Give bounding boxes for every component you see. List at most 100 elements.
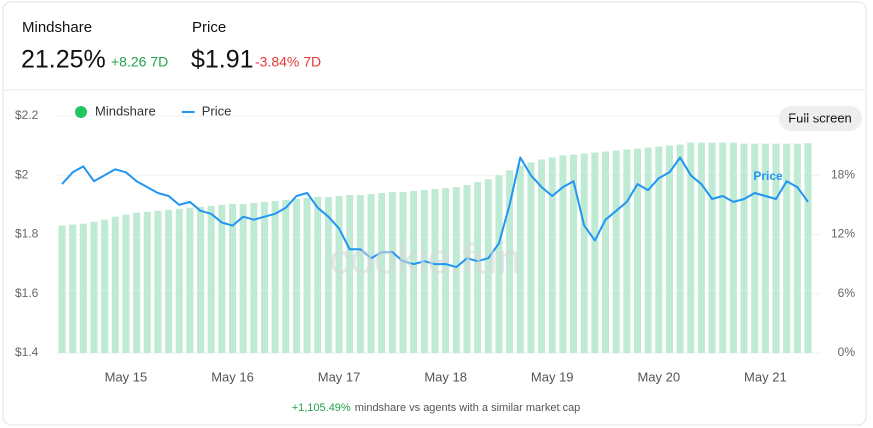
bar xyxy=(410,191,418,353)
line-end-label: Price xyxy=(753,169,783,183)
footer-highlight: +1,105.49% xyxy=(292,402,351,414)
bar xyxy=(399,192,407,353)
watermark: cookie.fun xyxy=(329,235,520,282)
legend-marker xyxy=(75,106,87,118)
price-change: -3.84% 7D xyxy=(255,54,321,70)
bar xyxy=(314,196,322,353)
bar xyxy=(772,143,780,353)
bar xyxy=(442,188,450,353)
x-tick-label: May 15 xyxy=(105,369,148,384)
bar xyxy=(538,159,546,353)
x-tick-label: May 20 xyxy=(637,369,680,384)
price-label: Price xyxy=(192,19,226,36)
bar xyxy=(207,205,215,353)
bar xyxy=(303,197,311,353)
y-tick-label: $2.2 xyxy=(15,108,39,122)
x-tick-label: May 18 xyxy=(424,369,467,384)
x-tick-label: May 19 xyxy=(531,369,574,384)
price-value: $1.91 xyxy=(191,46,254,74)
bar xyxy=(388,192,396,353)
bar xyxy=(335,195,343,353)
bar xyxy=(793,143,801,353)
bar xyxy=(260,201,268,353)
bar xyxy=(570,154,578,353)
bar xyxy=(580,153,588,353)
bar xyxy=(282,199,290,353)
bar xyxy=(154,210,162,353)
bar xyxy=(719,142,727,353)
y-tick-label: $1.6 xyxy=(15,286,39,300)
y2-tick-label: 0% xyxy=(838,345,856,359)
bar xyxy=(79,223,87,353)
bar xyxy=(559,155,567,353)
bar xyxy=(804,143,812,353)
bar xyxy=(495,175,503,353)
bar xyxy=(591,152,599,353)
mindshare-label: Mindshare xyxy=(22,19,92,36)
bar xyxy=(665,145,673,353)
bar xyxy=(623,149,631,353)
bar xyxy=(644,147,652,353)
y2-tick-label: 18% xyxy=(831,167,855,181)
y2-tick-label: 12% xyxy=(831,227,855,241)
mindshare-change: +8.26 7D xyxy=(111,54,168,70)
bar xyxy=(708,142,716,353)
mindshare-value: 21.25% xyxy=(21,46,106,74)
x-tick-label: May 16 xyxy=(211,369,254,384)
bar xyxy=(729,142,737,353)
full-screen-label[interactable]: Full screen xyxy=(788,110,852,125)
footer-note: +1,105.49% mindshare vs agents with a sim… xyxy=(292,402,581,414)
bar xyxy=(655,146,663,353)
bar xyxy=(143,211,151,353)
bar xyxy=(761,143,769,353)
bar xyxy=(292,198,300,353)
bar xyxy=(506,170,514,353)
bar xyxy=(783,143,791,353)
bar xyxy=(697,142,705,353)
bar xyxy=(111,216,119,353)
bar xyxy=(602,151,610,353)
y-tick-label: $1.4 xyxy=(15,345,39,359)
bar xyxy=(527,162,535,353)
y-tick-label: $2 xyxy=(15,167,29,181)
bar xyxy=(474,182,482,353)
bar xyxy=(356,195,364,353)
full-screen-button[interactable] xyxy=(779,106,862,131)
bar xyxy=(69,224,77,353)
bar xyxy=(133,212,141,353)
bar xyxy=(452,187,460,353)
bar xyxy=(687,142,695,353)
bar xyxy=(378,193,386,353)
bar xyxy=(324,196,332,353)
bar xyxy=(197,206,205,353)
bar xyxy=(751,143,759,353)
x-tick-label: May 21 xyxy=(744,369,787,384)
y2-tick-label: 6% xyxy=(838,286,856,300)
bar xyxy=(516,165,524,353)
bar xyxy=(90,221,98,353)
x-tick-label: May 17 xyxy=(318,369,361,384)
bar xyxy=(271,200,279,353)
price-line xyxy=(61,156,809,269)
bar xyxy=(101,219,109,353)
bar xyxy=(229,203,237,353)
bar xyxy=(218,204,226,353)
bar xyxy=(548,157,556,353)
bar xyxy=(165,209,173,353)
bar xyxy=(676,144,684,353)
legend-label: Price xyxy=(202,103,232,118)
bar xyxy=(58,225,66,353)
legend-label: Mindshare xyxy=(95,103,156,118)
bar xyxy=(740,143,748,353)
bar xyxy=(367,194,375,353)
bar xyxy=(431,189,439,353)
y-tick-label: $1.8 xyxy=(15,227,39,241)
bar xyxy=(239,203,247,353)
bar xyxy=(463,185,471,353)
footer-text: mindshare vs agents with a similar marke… xyxy=(355,402,581,414)
bar xyxy=(175,208,183,353)
bar xyxy=(633,148,641,353)
bar xyxy=(186,207,194,353)
bar xyxy=(346,195,354,353)
